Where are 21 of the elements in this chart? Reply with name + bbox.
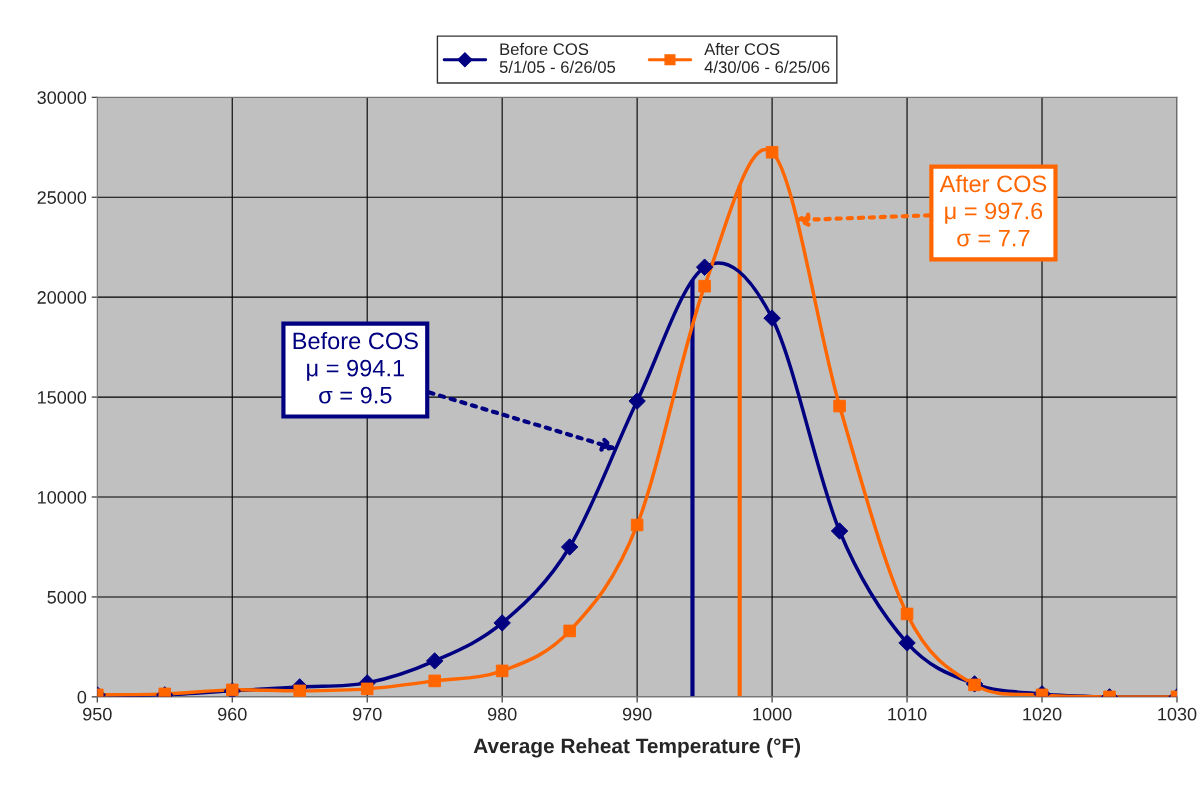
x-tick-label: 1020 [1023,707,1062,721]
annotation: Before COS μ = 994.1 σ = 9.5 [293,331,418,404]
y-tick-label: 15000 [38,391,87,404]
y-tick-label: 25000 [37,191,87,204]
x-tick-label: 970 [352,707,382,721]
x-tick-label: 990 [622,707,652,721]
x-tick-label: 960 [218,707,247,721]
y-tick-label: 30000 [37,91,87,105]
x-tick-label: 1000 [753,707,792,721]
y-tick-label: 20000 [37,291,87,304]
x-axis-title: Average Reheat Temperature (°F) [473,738,801,758]
x-tick-label: 950 [83,707,112,721]
y-tick-label: 0 [77,690,87,704]
y-tick-label: 5000 [47,590,87,604]
legend-label: After COS 4/30/06 - 6/25/06 [704,42,830,73]
x-tick-label: 980 [487,707,517,721]
annotation: After COS μ = 997.6 σ = 7.7 [939,174,1047,247]
x-tick-label: 1010 [888,707,927,721]
x-tick-label: 1030 [1158,707,1197,721]
legend-label: Before COS 5/1/05 - 6/26/05 [499,42,616,73]
y-tick-label: 10000 [38,490,87,504]
